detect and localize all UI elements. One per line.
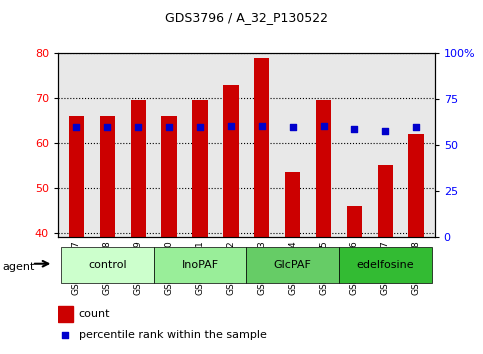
Bar	[285, 172, 300, 237]
Point	[227, 123, 235, 129]
Bar	[378, 165, 393, 237]
Point	[320, 123, 327, 129]
Bar	[316, 100, 331, 237]
Bar	[347, 206, 362, 237]
Point	[72, 124, 80, 130]
Text: GlcPAF: GlcPAF	[274, 259, 312, 270]
Point	[165, 124, 173, 130]
FancyBboxPatch shape	[246, 247, 339, 283]
Text: agent: agent	[2, 262, 35, 272]
Bar	[99, 116, 115, 237]
Bar	[69, 116, 84, 237]
Text: edelfosine: edelfosine	[356, 259, 414, 270]
Bar	[409, 134, 424, 237]
Point	[382, 129, 389, 134]
Point	[103, 124, 111, 130]
Point	[258, 123, 266, 129]
Point	[289, 124, 297, 130]
Bar	[130, 100, 146, 237]
Bar	[161, 116, 177, 237]
Text: control: control	[88, 259, 127, 270]
Text: GDS3796 / A_32_P130522: GDS3796 / A_32_P130522	[165, 11, 328, 24]
FancyBboxPatch shape	[339, 247, 432, 283]
Bar	[223, 85, 239, 237]
Bar	[58, 306, 73, 321]
Bar	[254, 58, 270, 237]
Point	[351, 126, 358, 131]
Text: InoPAF: InoPAF	[182, 259, 219, 270]
Bar	[192, 100, 208, 237]
Text: count: count	[79, 309, 110, 319]
Point	[196, 124, 204, 130]
FancyBboxPatch shape	[154, 247, 246, 283]
Point	[134, 124, 142, 130]
Point	[311, 217, 319, 222]
Text: percentile rank within the sample: percentile rank within the sample	[79, 330, 267, 341]
Point	[412, 124, 420, 130]
FancyBboxPatch shape	[61, 247, 154, 283]
